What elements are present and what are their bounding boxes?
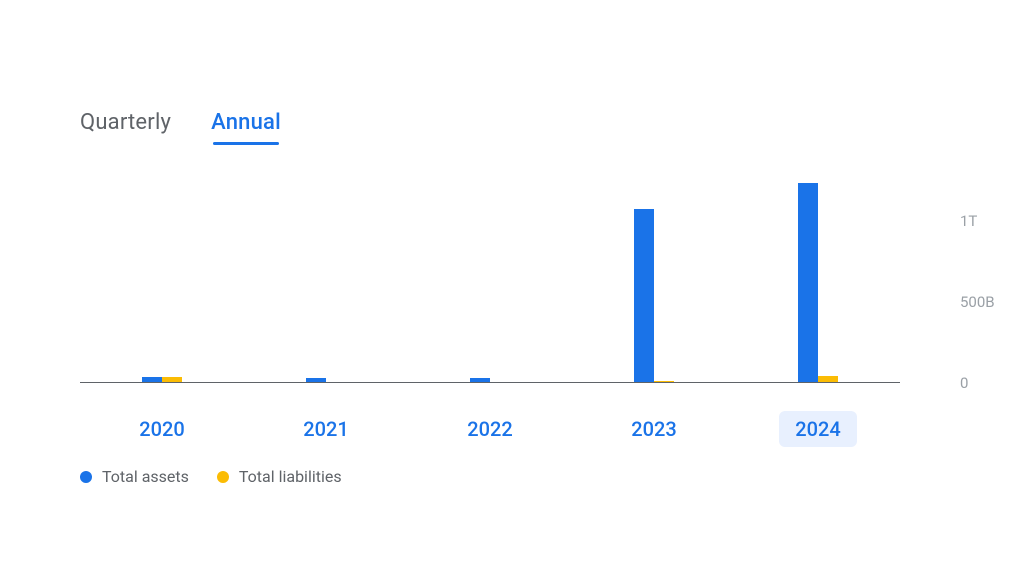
- bar-group: [736, 173, 900, 383]
- y-tick-label: 1T: [960, 212, 977, 230]
- tab-annual[interactable]: Annual: [211, 110, 281, 143]
- plot-area: 1T500B0: [80, 173, 900, 383]
- legend: Total assets Total liabilities: [80, 467, 900, 486]
- period-tabs: Quarterly Annual: [80, 110, 944, 143]
- tab-quarterly[interactable]: Quarterly: [80, 110, 171, 143]
- y-tick-label: 500B: [960, 293, 995, 311]
- legend-item: Total assets: [80, 467, 189, 486]
- bar-group: [408, 173, 572, 383]
- x-label-2022[interactable]: 2022: [451, 411, 528, 447]
- bar-group: [572, 173, 736, 383]
- legend-label: Total assets: [102, 467, 189, 486]
- legend-item: Total liabilities: [217, 467, 342, 486]
- x-label-2024[interactable]: 2024: [779, 411, 856, 447]
- x-label-2020[interactable]: 2020: [123, 411, 200, 447]
- x-label-cell: 2024: [736, 411, 900, 447]
- x-label-2021[interactable]: 2021: [287, 411, 364, 447]
- x-label-2023[interactable]: 2023: [615, 411, 692, 447]
- legend-swatch: [80, 471, 92, 483]
- x-axis-labels: 2020 2021 2022 2023 2024: [80, 411, 900, 447]
- bar-group: [244, 173, 408, 383]
- x-axis-line: [80, 382, 900, 383]
- bar-total-assets: [798, 183, 818, 383]
- bar-groups: [80, 173, 900, 383]
- bar-group: [80, 173, 244, 383]
- chart-container: QuarterlyAnnual 1T500B0 2020202120222023…: [0, 0, 1024, 486]
- chart-frame: 1T500B0 2020 2021 2022 2023 2024 Total asset…: [80, 173, 900, 486]
- x-label-cell: 2023: [572, 411, 736, 447]
- x-label-cell: 2022: [408, 411, 572, 447]
- legend-label: Total liabilities: [239, 467, 342, 486]
- y-tick-label: 0: [960, 374, 968, 392]
- bar-total-assets: [634, 209, 654, 383]
- x-label-cell: 2020: [80, 411, 244, 447]
- legend-swatch: [217, 471, 229, 483]
- x-label-cell: 2021: [244, 411, 408, 447]
